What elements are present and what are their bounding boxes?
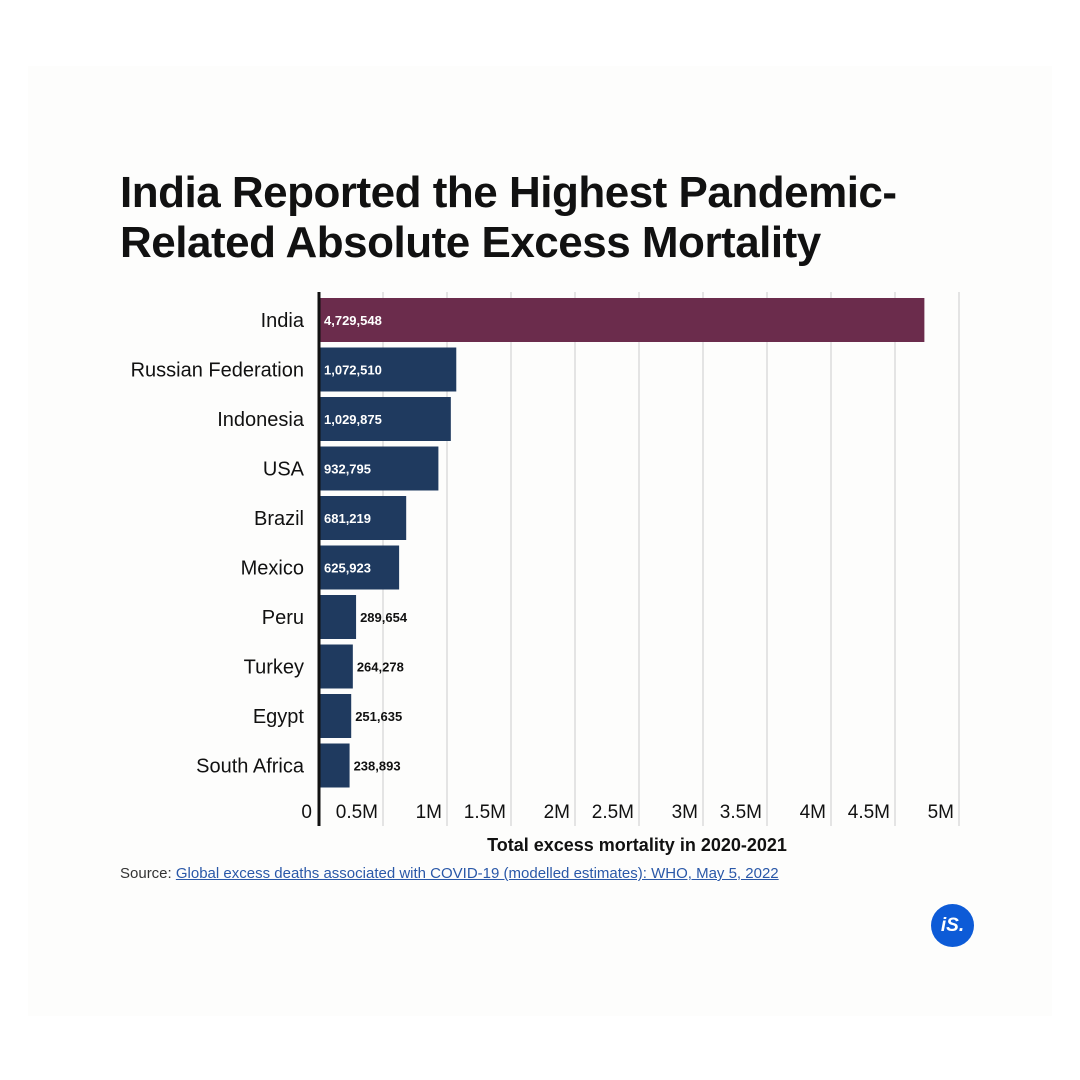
- x-tick-label: 0.5M: [336, 802, 378, 823]
- x-tick-label: 4.5M: [848, 802, 890, 823]
- x-tick-label: 2M: [544, 802, 570, 823]
- value-label: 625,923: [324, 561, 371, 576]
- category-label: USA: [263, 459, 305, 481]
- value-label: 1,072,510: [324, 363, 382, 378]
- bar: [319, 743, 350, 788]
- bar: [319, 446, 439, 491]
- source-note: Source: Global excess deaths associated …: [120, 865, 779, 882]
- value-label: 1,029,875: [324, 412, 382, 427]
- category-label: Egypt: [253, 706, 305, 728]
- bar: [319, 595, 357, 639]
- bar: [319, 644, 353, 689]
- value-label: 238,893: [354, 759, 401, 774]
- x-tick-label: 3.5M: [720, 802, 762, 823]
- category-label: Peru: [262, 607, 304, 629]
- source-prefix: Source:: [120, 865, 172, 882]
- bar: [319, 298, 925, 342]
- x-axis-title: Total excess mortality in 2020-2021: [487, 835, 787, 855]
- category-label: Mexico: [241, 558, 304, 580]
- bar: [319, 694, 352, 738]
- bar: [319, 397, 451, 441]
- value-label: 681,219: [324, 511, 371, 526]
- x-tick-label: 5M: [928, 802, 954, 823]
- category-label: South Africa: [196, 756, 305, 778]
- value-label: 932,795: [324, 462, 371, 477]
- x-tick-label: 1.5M: [464, 802, 506, 823]
- category-label: India: [261, 310, 305, 332]
- x-tick-label: 0: [301, 802, 312, 823]
- value-label: 289,654: [360, 610, 408, 625]
- source-link[interactable]: Global excess deaths associated with COV…: [175, 865, 779, 882]
- category-label: Indonesia: [217, 409, 305, 431]
- value-label: 264,278: [357, 660, 404, 675]
- brand-logo: iS.: [931, 904, 974, 947]
- category-label: Russian Federation: [131, 360, 304, 382]
- chart-title: India Reported the Highest Pandemic-Rela…: [120, 168, 897, 267]
- bar: [319, 545, 400, 590]
- bar: [319, 347, 457, 392]
- category-label: Turkey: [244, 657, 304, 679]
- x-tick-label: 1M: [416, 802, 442, 823]
- x-tick-label: 2.5M: [592, 802, 634, 823]
- bar: [319, 496, 407, 540]
- value-label: 251,635: [355, 709, 402, 724]
- chart-card: [28, 66, 1052, 1016]
- value-label: 4,729,548: [324, 313, 382, 328]
- x-tick-label: 3M: [672, 802, 698, 823]
- x-tick-label: 4M: [800, 802, 826, 823]
- category-label: Brazil: [254, 508, 304, 530]
